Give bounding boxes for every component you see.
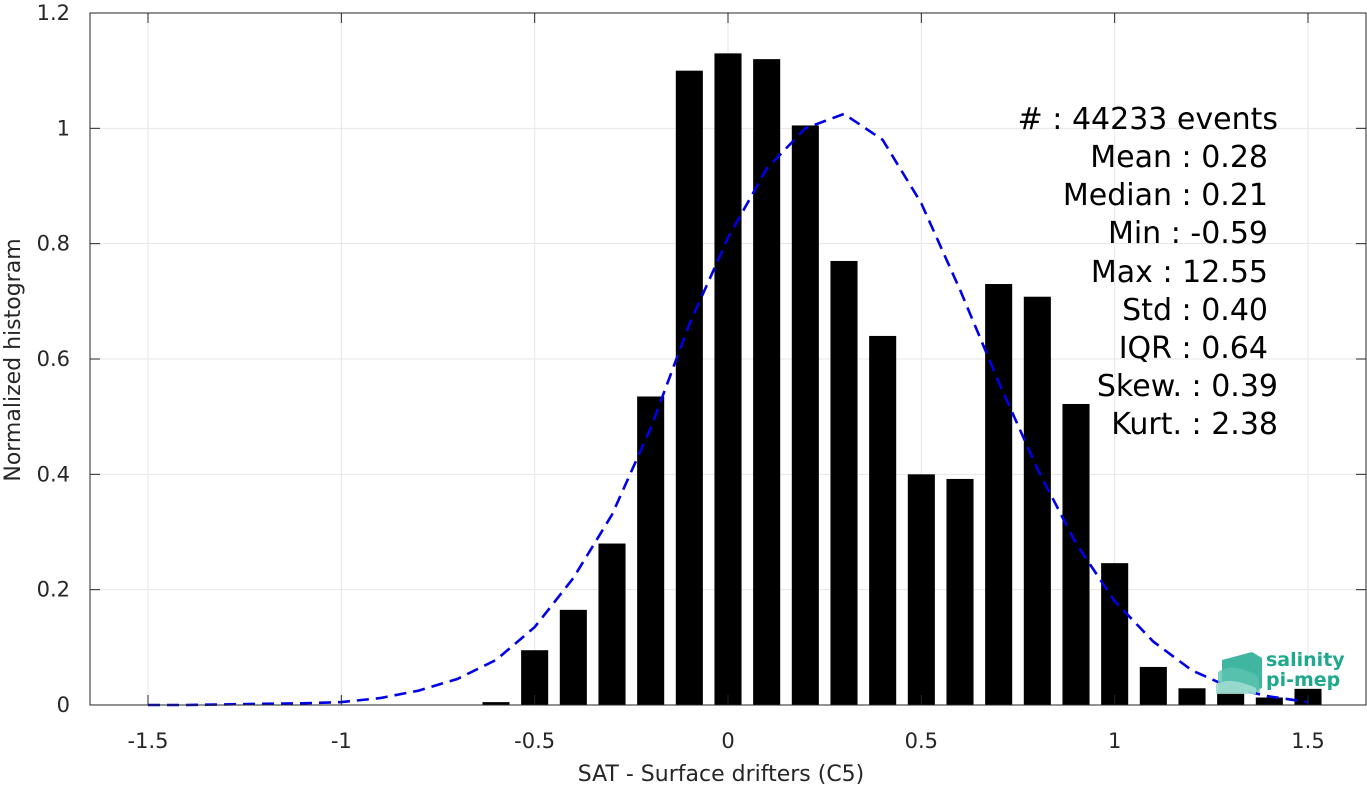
histogram-bar bbox=[1255, 697, 1283, 705]
x-tick-label: 0 bbox=[721, 729, 734, 753]
x-axis-title: SAT - Surface drifters (C5) bbox=[578, 762, 865, 785]
histogram-bar bbox=[1139, 666, 1167, 705]
y-axis-title: Normalized histogram bbox=[1, 238, 26, 481]
x-tick-label: -1.5 bbox=[128, 729, 169, 753]
histogram-bar bbox=[869, 335, 897, 705]
stat-max: Max : 12.55 bbox=[1091, 255, 1268, 290]
x-tick-label: 0.5 bbox=[905, 729, 938, 753]
histogram-bar bbox=[1101, 563, 1129, 705]
wave-logo-icon bbox=[1216, 652, 1262, 694]
histogram-bar bbox=[482, 702, 510, 705]
histogram-bars bbox=[482, 53, 1322, 706]
y-tick-label: 1.2 bbox=[37, 1, 70, 25]
histogram-bar bbox=[1178, 688, 1206, 705]
y-tick-label: 1 bbox=[57, 116, 70, 140]
histogram-bar bbox=[985, 284, 1013, 705]
y-tick-label: 0.8 bbox=[37, 232, 70, 256]
stat-mean: Mean : 0.28 bbox=[1090, 140, 1268, 175]
stat-skew: Skew. : 0.39 bbox=[1097, 369, 1278, 404]
y-tick-label: 0.6 bbox=[37, 347, 70, 371]
histogram-bar bbox=[675, 70, 703, 705]
histogram-bar bbox=[791, 125, 819, 705]
y-tick-label: 0.4 bbox=[37, 462, 70, 486]
stat-count: # : 44233 events bbox=[1018, 102, 1278, 137]
y-tick-label: 0.2 bbox=[37, 578, 70, 602]
x-tick-labels: -1.5 -1 -0.5 0 0.5 1 1.5 bbox=[128, 729, 1325, 753]
histogram-bar bbox=[598, 543, 626, 705]
histogram-bar bbox=[1217, 692, 1245, 705]
x-tick-label: -0.5 bbox=[514, 729, 555, 753]
stat-kurt: Kurt. : 2.38 bbox=[1111, 407, 1278, 442]
statistics-box: # : 44233 events Mean : 0.28 Median : 0.… bbox=[1018, 102, 1278, 442]
axis-ticks bbox=[90, 12, 1366, 706]
histogram-bar bbox=[559, 609, 587, 705]
y-tick-label: 0 bbox=[57, 693, 70, 717]
histogram-bar bbox=[1023, 296, 1051, 705]
histogram-bar bbox=[637, 396, 665, 705]
histogram-bar bbox=[753, 59, 781, 705]
y-tick-labels: 0 0.2 0.4 0.6 0.8 1 1.2 bbox=[37, 1, 70, 717]
logo-text-pi-mep: pi-mep bbox=[1266, 669, 1340, 691]
stat-median: Median : 0.21 bbox=[1063, 178, 1268, 213]
salinity-pimep-logo: salinity pi-mep bbox=[1216, 649, 1345, 694]
stat-min: Min : -0.59 bbox=[1108, 216, 1268, 251]
x-tick-label: 1 bbox=[1108, 729, 1121, 753]
x-tick-label: 1.5 bbox=[1291, 729, 1324, 753]
histogram-bar bbox=[1062, 403, 1090, 705]
histogram-bar bbox=[714, 53, 742, 706]
histogram-bar bbox=[830, 260, 858, 705]
x-tick-label: -1 bbox=[331, 729, 352, 753]
histogram-bar bbox=[946, 478, 974, 705]
logo-text-salinity: salinity bbox=[1266, 649, 1345, 671]
stat-iqr: IQR : 0.64 bbox=[1119, 331, 1268, 366]
stat-std: Std : 0.40 bbox=[1122, 293, 1268, 328]
histogram-bar bbox=[907, 474, 935, 705]
